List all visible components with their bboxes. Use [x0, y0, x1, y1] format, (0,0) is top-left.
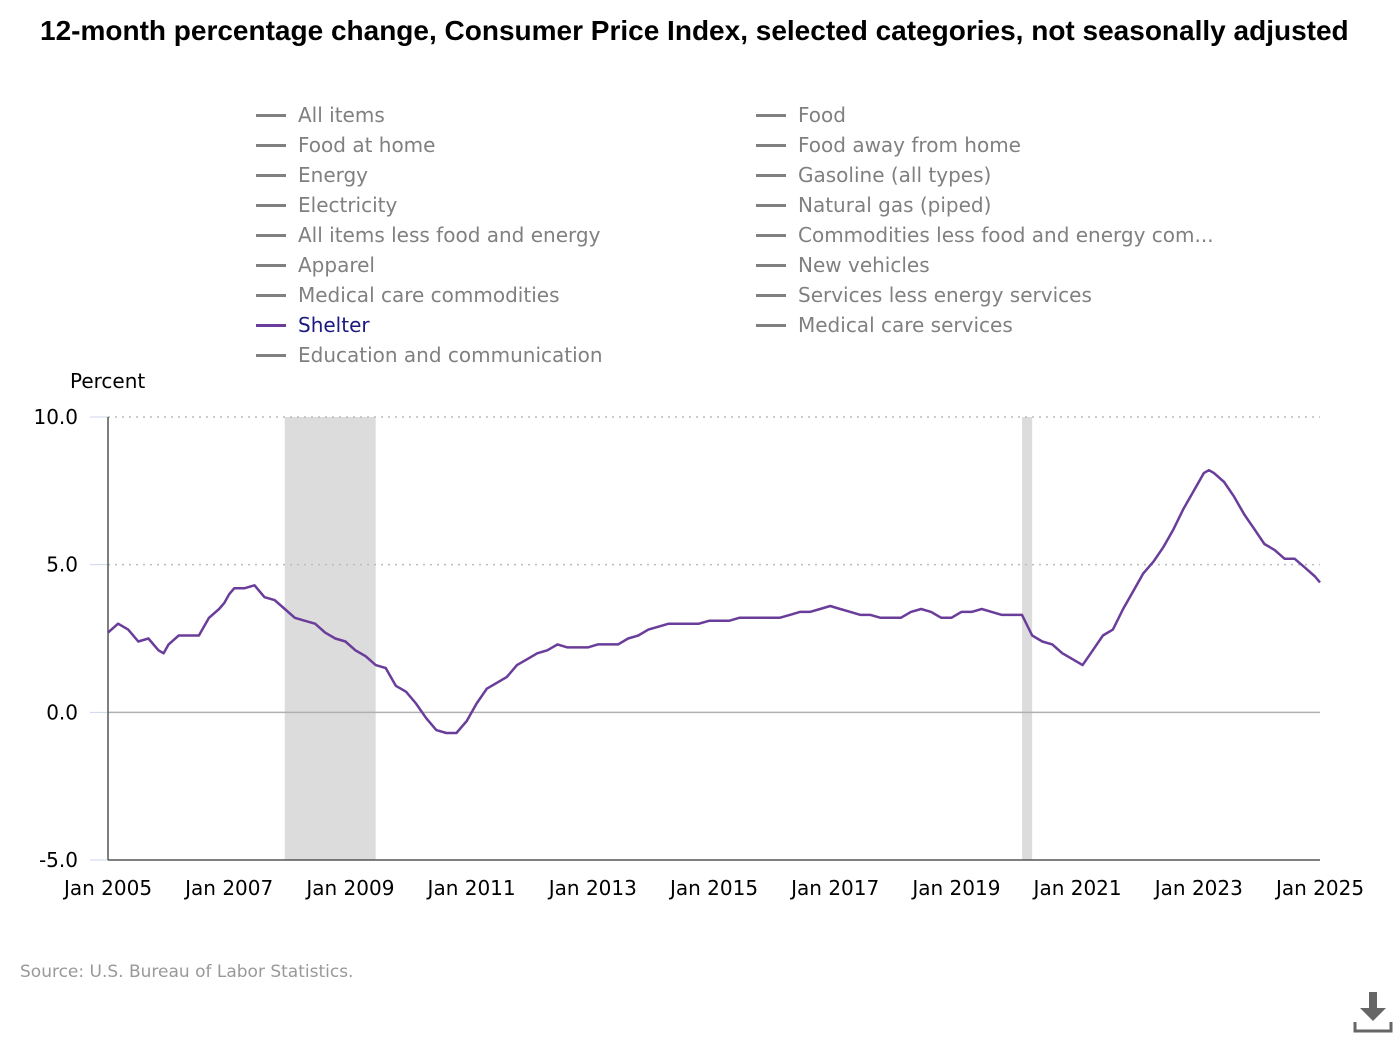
legend-label: New vehicles	[798, 253, 930, 277]
legend-swatch	[256, 143, 286, 147]
legend-item[interactable]: Commodities less food and energy com...	[756, 220, 1214, 250]
legend-label: Gasoline (all types)	[798, 163, 992, 187]
y-axis-title: Percent	[70, 369, 145, 393]
legend-label: Natural gas (piped)	[798, 193, 992, 217]
legend-item[interactable]: Natural gas (piped)	[756, 190, 991, 220]
legend-item[interactable]: Medical care services	[756, 310, 1013, 340]
legend-item[interactable]: Food at home	[256, 130, 435, 160]
y-tick-label: 0.0	[46, 700, 78, 724]
legend-item[interactable]: Education and communication	[256, 340, 603, 370]
legend-label: Electricity	[298, 193, 398, 217]
legend-label: Food away from home	[798, 133, 1021, 157]
legend-item[interactable]: Medical care commodities	[256, 280, 559, 310]
x-tick-label: Jan 2015	[668, 876, 758, 900]
x-tick-label: Jan 2017	[789, 876, 879, 900]
legend-swatch	[256, 173, 286, 177]
legend-swatch	[256, 323, 286, 327]
legend-label: Food at home	[298, 133, 436, 157]
series-line-shelter	[107, 468, 1321, 735]
legend-swatch	[256, 263, 286, 267]
x-tick-label: Jan 2019	[910, 876, 1000, 900]
legend-item[interactable]: Services less energy services	[756, 280, 1092, 310]
legend-item[interactable]: Electricity	[256, 190, 397, 220]
legend-item[interactable]: New vehicles	[756, 250, 930, 280]
legend-item[interactable]: Gasoline (all types)	[756, 160, 991, 190]
x-tick-label: Jan 2013	[547, 876, 637, 900]
legend-item[interactable]: Food	[756, 100, 846, 130]
y-tick-label: -5.0	[39, 848, 78, 872]
x-tick-label: Jan 2007	[183, 876, 273, 900]
x-tick-label: Jan 2009	[304, 876, 394, 900]
legend-label: Apparel	[298, 253, 375, 277]
x-tick-label: Jan 2025	[1274, 876, 1364, 900]
legend-swatch	[756, 173, 786, 177]
legend-swatch	[256, 353, 286, 357]
legend-swatch	[256, 113, 286, 117]
legend-label: Education and communication	[298, 343, 603, 367]
x-tick-label: Jan 2021	[1032, 876, 1122, 900]
chart-legend: All items Food Food at home Food away from …	[256, 100, 1256, 370]
legend-label: All items less food and energy	[298, 223, 601, 247]
legend-label: All items	[298, 103, 385, 127]
legend-swatch	[756, 323, 786, 327]
legend-swatch	[756, 233, 786, 237]
download-icon	[1353, 992, 1393, 1033]
legend-label: Services less energy services	[798, 283, 1092, 307]
legend-swatch	[756, 203, 786, 207]
legend-item[interactable]: Shelter	[256, 310, 370, 340]
x-tick-label: Jan 2023	[1153, 876, 1243, 900]
download-button[interactable]	[1352, 990, 1394, 1034]
legend-item[interactable]: Apparel	[256, 250, 375, 280]
legend-item[interactable]: All items less food and energy	[256, 220, 600, 250]
legend-swatch	[756, 113, 786, 117]
source-note: Source: U.S. Bureau of Labor Statistics.	[20, 962, 354, 982]
chart-title: 12-month percentage change, Consumer Pri…	[40, 15, 1349, 46]
legend-label: Shelter	[298, 313, 370, 337]
x-tick-label: Jan 2011	[426, 876, 516, 900]
legend-swatch	[256, 233, 286, 237]
y-tick-label: 10.0	[33, 405, 78, 429]
legend-label: Medical care services	[798, 313, 1013, 337]
legend-label: Energy	[298, 163, 369, 187]
legend-item[interactable]: All items	[256, 100, 385, 130]
legend-swatch	[756, 293, 786, 297]
legend-label: Food	[798, 103, 846, 127]
chart-area: 10.0 5.0 0.0 -5.0 Percent Jan 2005 Jan 2007 Jan…	[0, 360, 1400, 920]
legend-swatch	[256, 293, 286, 297]
x-tick-label: Jan 2005	[62, 876, 152, 900]
legend-swatch	[756, 263, 786, 267]
y-tick-label: 5.0	[46, 553, 78, 577]
recession-band	[284, 417, 376, 860]
legend-label: Commodities less food and energy com...	[798, 223, 1214, 247]
legend-item[interactable]: Food away from home	[756, 130, 1021, 160]
legend-item[interactable]: Energy	[256, 160, 368, 190]
legend-label: Medical care commodities	[298, 283, 560, 307]
line-chart: 10.0 5.0 0.0 -5.0 Percent Jan 2005 Jan 2007 Jan…	[33, 369, 1364, 900]
recession-band	[1022, 417, 1033, 860]
legend-swatch	[256, 203, 286, 207]
legend-swatch	[756, 143, 786, 147]
